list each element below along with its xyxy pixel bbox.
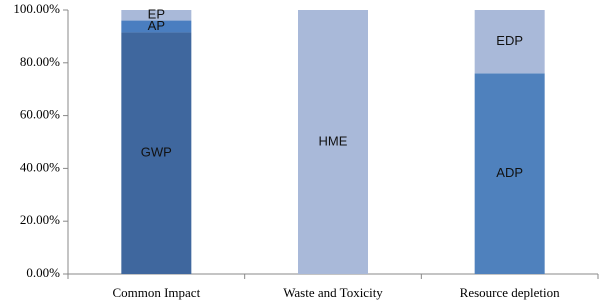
y-tick-label: 40.00% bbox=[20, 159, 60, 174]
segment-label: GWP bbox=[141, 145, 172, 160]
bar-segment bbox=[121, 20, 192, 33]
segment-label: EP bbox=[148, 7, 165, 22]
bar-segment bbox=[121, 10, 192, 21]
y-tick-label: 0.00% bbox=[26, 265, 60, 280]
bar-segment bbox=[298, 10, 368, 274]
segment-label: EDP bbox=[496, 33, 523, 48]
y-tick-label: 60.00% bbox=[20, 107, 60, 122]
x-tick-label: Resource depletion bbox=[460, 285, 560, 300]
y-tick-label: 80.00% bbox=[20, 54, 60, 69]
segment-label: AP bbox=[148, 18, 165, 33]
segment-label: ADP bbox=[496, 165, 523, 180]
y-tick-label: 20.00% bbox=[20, 212, 60, 227]
bar-segment bbox=[121, 32, 192, 274]
bar-segment bbox=[474, 10, 545, 74]
x-tick-label: Common Impact bbox=[112, 285, 200, 300]
y-tick-label: 100.00% bbox=[13, 1, 60, 16]
bar-segment bbox=[474, 73, 545, 274]
segment-label: HME bbox=[319, 133, 348, 148]
x-tick-label: Waste and Toxicity bbox=[283, 285, 383, 300]
